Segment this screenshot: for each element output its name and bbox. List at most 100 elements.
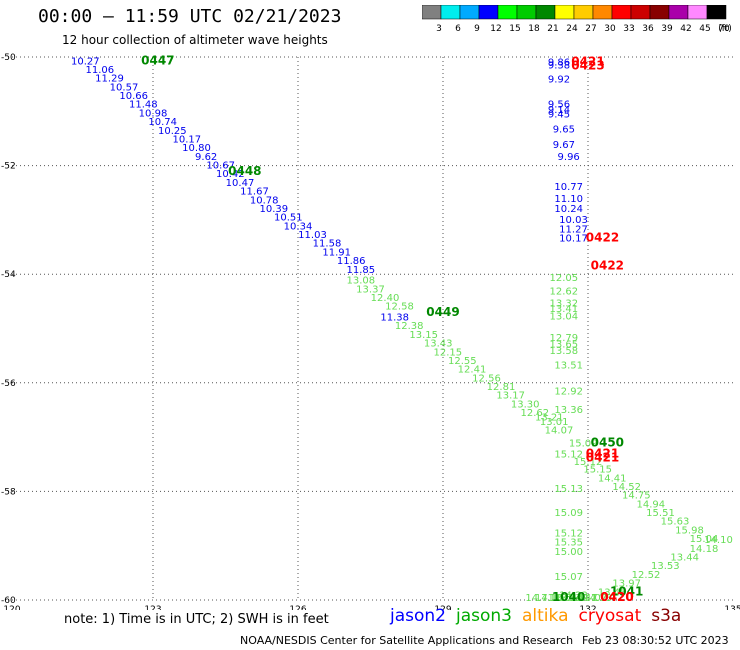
data-label: 12.79 [550, 333, 579, 344]
data-label: 11.27 [559, 225, 588, 236]
data-label: 10.98 [139, 108, 168, 119]
y-tick-label: -54 [1, 270, 16, 280]
data-label: 13.36 [554, 405, 583, 416]
data-label: 13.37 [356, 284, 385, 295]
wave-height-plot: 123 126 129 132 120 135 -50 -52 -54 -56 -58 -60 10.2… [1, 53, 740, 610]
data-label: 10.67 [206, 161, 235, 172]
data-label: 9.62 [195, 152, 217, 163]
data-label: 14.75 [622, 491, 651, 502]
data-label: 14.94 [637, 499, 666, 510]
data-label: 9.65 [553, 125, 575, 136]
legend-entry-jason3: jason3 [456, 606, 512, 626]
colorbar-legend: 3 6 9 12 15 18 21 24 27 30 33 36 39 42 45 70(ft) [422, 5, 732, 34]
data-label: 13.04 [550, 311, 579, 322]
data-label: 13.32 [550, 298, 579, 309]
data-label: 15.51 [646, 508, 675, 519]
data-label: 11.85 [347, 265, 376, 276]
data-label: 1040 [552, 590, 585, 604]
data-label: 10.39 [260, 204, 289, 215]
data-label: 10.17 [173, 134, 202, 145]
data-label: 10.77 [554, 182, 583, 193]
legend-entry-s3a: s3a [651, 606, 682, 626]
data-label: 15.13 [554, 484, 583, 495]
data-label: 12.52 [632, 570, 661, 581]
data-label: 13.41 [550, 304, 579, 315]
data-label: 15.12 [554, 529, 583, 540]
data-label: 11.86 [337, 256, 366, 267]
data-label: 12.38 [395, 321, 424, 332]
legend-entry-cryosat: cryosat [578, 606, 642, 626]
data-label: 12.56 [472, 373, 501, 384]
data-label: 11.29 [95, 74, 124, 85]
data-label: 12.92 [554, 386, 583, 397]
data-label: 13.24 [554, 593, 583, 604]
colorbar-label: 39 [661, 24, 673, 34]
data-label: 9.38 [548, 61, 570, 72]
x-tick-label: 132 [579, 605, 596, 610]
data-label: 10.03 [559, 215, 588, 226]
y-tick-label: -60 [1, 596, 16, 606]
data-label: 15.07 [554, 572, 583, 583]
data-label: 14.07 [579, 593, 608, 604]
data-label: 10.47 [226, 178, 255, 189]
data-label: 15.12 [554, 449, 583, 460]
satellite-legend: jason2 jason3 altika cryosat s3a [390, 606, 691, 626]
data-label: 11.38 [380, 313, 409, 324]
data-label: 0447 [141, 53, 174, 67]
data-label: 14.10 [535, 593, 564, 604]
data-label: 14.23 [559, 591, 588, 602]
data-label: 11.06 [86, 65, 115, 76]
data-label: 9.67 [553, 140, 575, 151]
footer-credit: NOAA/NESDIS Center for Satellite Applica… [240, 634, 574, 647]
data-label: 13.08 [347, 276, 376, 287]
data-label: 13.53 [651, 561, 680, 572]
data-label: 0448 [228, 164, 261, 178]
data-label: 13.43 [424, 339, 453, 350]
colorbar-label: 24 [566, 24, 578, 34]
data-label: 15.98 [675, 525, 704, 536]
colorbar-label: 42 [680, 24, 691, 34]
data-label: 10.24 [554, 204, 583, 215]
colorbar-label: 6 [455, 24, 461, 34]
data-label: 0421 [571, 54, 604, 68]
data-label: 0423 [571, 59, 604, 73]
footer-timestamp: Feb 23 08:30:52 UTC 2023 [582, 634, 729, 647]
data-label: 15.00 [554, 547, 583, 558]
data-label: 10.78 [250, 195, 279, 206]
data-label: 13.17 [496, 391, 525, 402]
data-label: 11.10 [554, 194, 583, 205]
data-label: 9.96 [558, 152, 580, 163]
footer-note: note: 1) Time is in UTC; 2) SWH is in fe… [64, 612, 329, 627]
data-label: 1041 [610, 584, 643, 598]
chart-title: 00:00 — 11:59 UTC 02/21/2023 [38, 6, 342, 27]
data-label: 10.17 [559, 233, 588, 244]
data-label: 9.56 [548, 100, 570, 111]
data-label: 13.47 [569, 593, 598, 604]
data-label: 13.97 [612, 579, 641, 590]
y-tick-label: -56 [1, 379, 16, 389]
data-label: 10.74 [148, 117, 177, 128]
colorbar-label: 9 [474, 24, 480, 34]
data-label: 0420 [600, 590, 633, 604]
data-label: 10.42 [216, 169, 245, 180]
data-label: 10.57 [110, 82, 139, 93]
grid [8, 56, 733, 601]
colorbar-unit: (ft) [718, 24, 732, 34]
data-label: 15.09 [554, 508, 583, 519]
data-label: 14.52 [612, 482, 641, 493]
data-label: 12.55 [448, 356, 477, 367]
data-label: 10.25 [158, 126, 187, 137]
data-label: 9.14 [548, 105, 570, 116]
data-label: 15.63 [661, 517, 690, 528]
colorbar-label: 12 [490, 24, 501, 34]
data-label: 14.18 [690, 544, 719, 555]
data-label: 13.51 [554, 360, 583, 371]
data-label: 12.05 [550, 273, 579, 284]
data-label: 11.48 [129, 100, 158, 111]
data-label: 13.21 [535, 412, 564, 423]
data-label: 0450 [591, 436, 624, 450]
colorbar-label: 33 [623, 24, 634, 34]
data-label: 13.58 [550, 346, 579, 357]
data-label: 10.80 [182, 143, 211, 154]
